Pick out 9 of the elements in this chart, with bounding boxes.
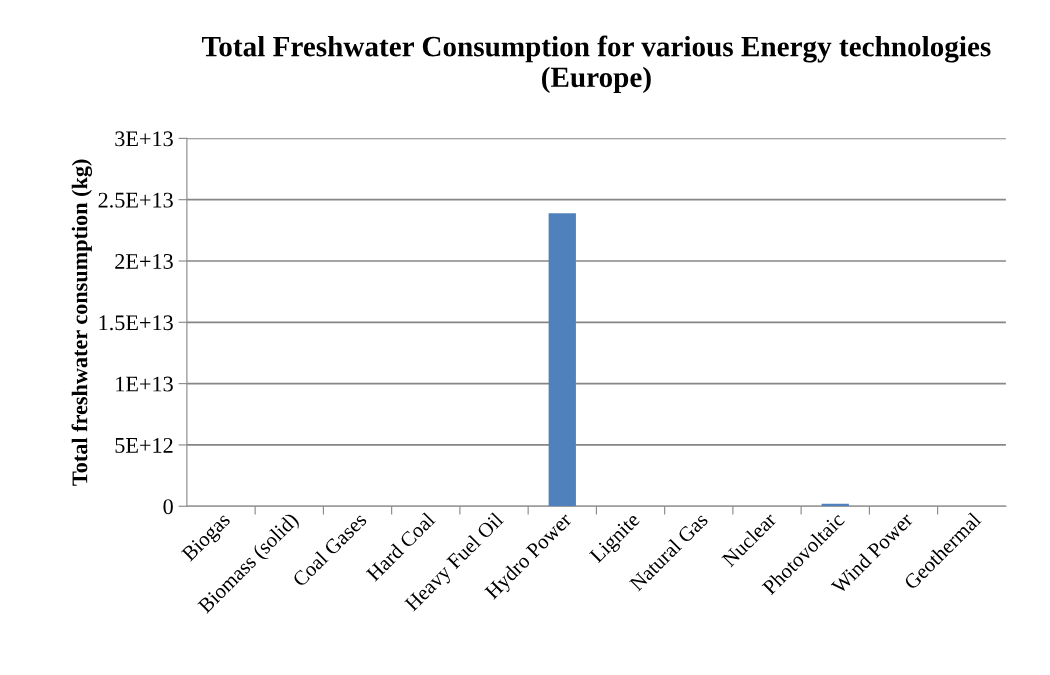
y-tick-label: 2E+13 [115, 253, 173, 269]
y-tick-label: 1E+13 [116, 376, 173, 392]
chart-title: Total Freshwater Consumption for various Energy technologies (Europe) [201, 35, 991, 94]
y-tick-label: 2.5E+13 [98, 192, 173, 208]
y-tick-label: 3E+13 [115, 131, 173, 147]
y-axis-title: Total freshwater consumption (kg) [71, 159, 93, 486]
y-tick-label: 0 [163, 499, 173, 515]
y-tick-label: 1.5E+13 [99, 315, 173, 331]
y-tick-label: 5E+12 [115, 437, 173, 453]
